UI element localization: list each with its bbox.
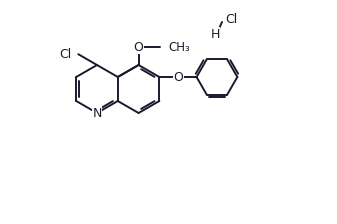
Text: CH₃: CH₃ bbox=[168, 41, 190, 54]
Text: O: O bbox=[174, 71, 183, 84]
Text: H: H bbox=[210, 28, 220, 41]
Text: N: N bbox=[92, 106, 102, 119]
Text: O: O bbox=[134, 41, 144, 54]
Text: Cl: Cl bbox=[59, 48, 71, 61]
Text: Cl: Cl bbox=[225, 13, 237, 26]
